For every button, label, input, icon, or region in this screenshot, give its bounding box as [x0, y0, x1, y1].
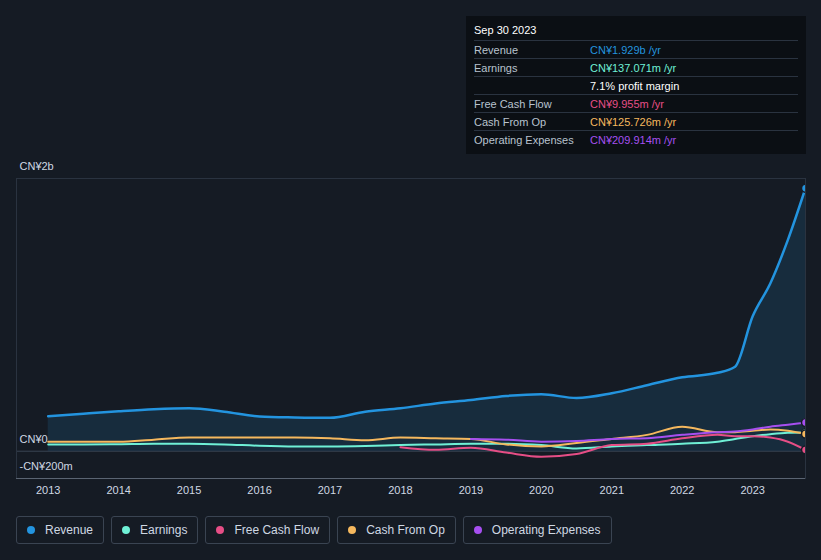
- html-text:Cash From Op: Cash From Op: [474, 115, 547, 128]
- html-text:Free Cash Flow: Free Cash Flow: [474, 97, 552, 110]
- html-text:7.1% profit margin: 7.1% profit margin: [590, 79, 680, 92]
- svg-text:2017: 2017: [318, 484, 342, 496]
- html-text:Revenue: Revenue: [45, 523, 93, 537]
- svg-text:2022: 2022: [670, 484, 694, 496]
- html-text:CN¥1.929b /yr: CN¥1.929b /yr: [590, 43, 661, 56]
- html-text:Free Cash Flow: Free Cash Flow: [234, 523, 320, 537]
- html-text:Sep 30 2023: Sep 30 2023: [474, 24, 537, 36]
- svg-text:2016: 2016: [247, 484, 271, 496]
- svg-text:2020: 2020: [529, 484, 553, 496]
- svg-text:2019: 2019: [459, 484, 483, 496]
- html-text:Cash From Op: Cash From Op: [366, 523, 445, 537]
- svg-text:2023: 2023: [740, 484, 764, 496]
- svg-text:CN¥2b: CN¥2b: [20, 160, 54, 172]
- svg-text:2013: 2013: [36, 484, 60, 496]
- svg-text:CN¥0: CN¥0: [20, 433, 48, 445]
- html-text:Earnings: Earnings: [140, 523, 188, 537]
- svg-text:2018: 2018: [388, 484, 412, 496]
- svg-text:2021: 2021: [600, 484, 624, 496]
- html-text:Operating Expenses: Operating Expenses: [491, 523, 601, 537]
- html-text:CN¥137.071m /yr: CN¥137.071m /yr: [590, 61, 677, 74]
- svg-text:2015: 2015: [177, 484, 201, 496]
- svg-text:-CN¥200m: -CN¥200m: [20, 460, 73, 472]
- svg-text:2014: 2014: [106, 484, 130, 496]
- html-text:CN¥9.955m /yr: CN¥9.955m /yr: [590, 97, 664, 110]
- html-text:Operating Expenses: Operating Expenses: [474, 133, 574, 146]
- html-text:Earnings: Earnings: [474, 61, 518, 74]
- html-text:Revenue: Revenue: [474, 43, 518, 56]
- html-text:CN¥209.914m /yr: CN¥209.914m /yr: [590, 133, 677, 146]
- html-text:CN¥125.726m /yr: CN¥125.726m /yr: [590, 115, 677, 128]
